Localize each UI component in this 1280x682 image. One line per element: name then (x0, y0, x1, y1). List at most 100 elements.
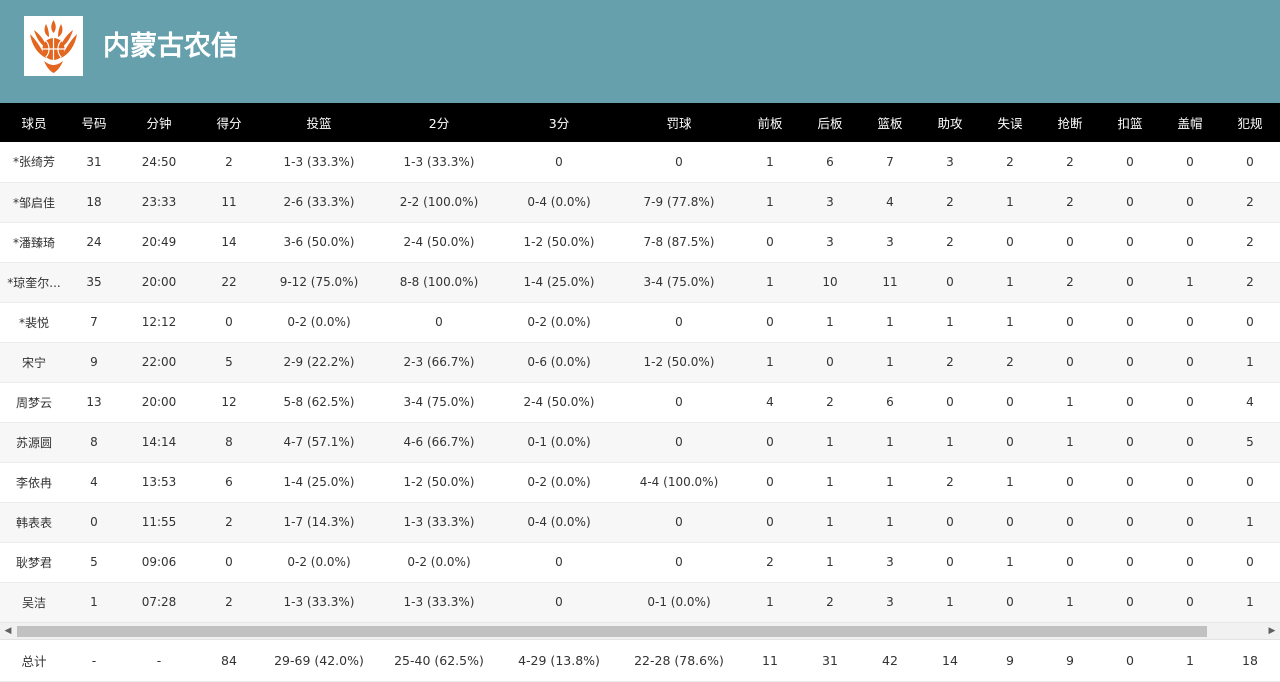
stat-cell: 1 (886, 315, 894, 329)
stat-cell: 0 (1066, 355, 1074, 369)
column-header[interactable]: 得分 (216, 116, 242, 131)
totals-stat-cell: 9 (1066, 652, 1074, 668)
stat-cell: 23:33 (141, 195, 177, 209)
scroll-left-arrow-icon[interactable]: ◀ (4, 626, 12, 636)
column-header[interactable]: 篮板 (877, 116, 903, 131)
column-header[interactable]: 助攻 (937, 116, 963, 131)
stat-cell: 1 (1246, 355, 1254, 369)
horizontal-scrollbar[interactable]: ◀ ▶ (0, 622, 1280, 639)
stat-cell: 0 (1186, 555, 1194, 569)
stat-cell: 24:50 (141, 154, 177, 169)
stat-cell: 1 (826, 475, 834, 489)
table-row: *潘臻琦 24 20:49 14 3-6 (50.0%) 2-4 (50.0%) 1-2 (… (0, 222, 1280, 262)
column-header[interactable]: 盖帽 (1177, 116, 1203, 131)
stat-cell: 1-3 (33.3%) (403, 515, 475, 529)
scroll-right-arrow-icon[interactable]: ▶ (1268, 626, 1276, 636)
stat-cell: 7-8 (87.5%) (643, 235, 715, 249)
player-name-cell[interactable]: 吴洁 (21, 595, 46, 610)
stat-cell: 0 (1186, 595, 1194, 609)
stat-cell: 0 (1126, 475, 1134, 489)
stat-cell: 1 (886, 515, 894, 529)
stat-cell: 1-3 (33.3%) (283, 595, 355, 609)
stat-cell: 7 (886, 154, 894, 169)
table-row: 吴洁 1 07:28 2 1-3 (33.3%) 1-3 (33.3%) 0 0-1 (0.0… (0, 582, 1280, 622)
player-name-cell[interactable]: *张绮芳 (12, 155, 55, 170)
stat-cell: 4 (90, 475, 98, 489)
stat-cell: 0 (1006, 435, 1014, 449)
totals-stat-cell: 29-69 (42.0%) (274, 652, 364, 668)
stat-cell: 1 (1246, 595, 1254, 609)
stat-cell: 1 (1006, 315, 1014, 329)
player-name-cell[interactable]: *裴悦 (18, 315, 49, 330)
player-name-cell[interactable]: 耿梦君 (15, 555, 52, 570)
totals-stat-cell: 22-28 (78.6%) (634, 652, 724, 668)
column-header[interactable]: 后板 (817, 116, 843, 131)
column-header[interactable]: 扣篮 (1117, 116, 1143, 131)
stat-cell: 1 (946, 595, 954, 609)
stat-cell: 0 (1246, 315, 1254, 329)
stat-cell: 7-9 (77.8%) (643, 195, 715, 209)
stat-cell: 0 (675, 315, 683, 329)
stat-cell: 2 (225, 515, 233, 529)
column-header[interactable]: 2分 (428, 116, 450, 131)
column-header[interactable]: 号码 (81, 116, 107, 131)
stat-cell: 1-2 (50.0%) (523, 235, 595, 249)
column-header[interactable]: 失误 (997, 116, 1023, 131)
stat-cell: 1 (1246, 515, 1254, 529)
team-name: 内蒙古农信 (103, 31, 238, 62)
totals-stat-cell: 18 (1242, 652, 1258, 668)
stat-cell: 0 (946, 275, 954, 289)
stat-cell: 1 (90, 595, 98, 609)
column-header[interactable]: 抢断 (1057, 116, 1083, 131)
stat-cell: 0-1 (0.0%) (527, 435, 591, 449)
stat-cell: 0 (1066, 555, 1074, 569)
stat-cell: 8 (225, 435, 233, 449)
column-header[interactable]: 3分 (548, 116, 570, 131)
player-name-cell[interactable]: 李依冉 (15, 475, 52, 490)
stat-cell: 2-2 (100.0%) (399, 195, 479, 209)
stat-cell: 1 (766, 154, 774, 169)
stat-cell: 2 (1066, 275, 1074, 289)
stat-cell: 0 (555, 555, 563, 569)
scrollbar-thumb[interactable] (17, 626, 1207, 637)
player-name-cell[interactable]: 周梦云 (15, 395, 52, 410)
stat-cell: 0 (946, 555, 954, 569)
column-header[interactable]: 分钟 (146, 116, 172, 131)
stat-cell: 2 (826, 595, 834, 609)
stat-cell: 5 (1246, 435, 1254, 449)
stat-cell: 0 (1186, 395, 1194, 409)
stat-cell: 0-1 (0.0%) (647, 595, 711, 609)
totals-stat-cell: 31 (822, 652, 838, 668)
box-score-table: 球员 号码 分钟 得分 投篮 2分 3分 罚球 前板 后板 篮板 助攻 失误 抢断 扣篮 盖帽 犯规 *张绮芳 3… (0, 103, 1280, 623)
player-name-cell[interactable]: *潘臻琦 (12, 235, 55, 250)
stat-cell: 1 (826, 435, 834, 449)
player-name-cell[interactable]: *琼奎尔... (7, 275, 61, 290)
stat-cell: 0 (1186, 475, 1194, 489)
column-header[interactable]: 投篮 (306, 116, 332, 131)
stat-cell: 0-4 (0.0%) (527, 515, 591, 529)
stat-cell: 0 (1186, 154, 1194, 169)
stat-cell: 1 (886, 435, 894, 449)
player-name-cell[interactable]: *邹启佳 (12, 195, 55, 210)
column-header[interactable]: 球员 (21, 116, 47, 131)
column-header[interactable]: 罚球 (666, 116, 692, 131)
stat-cell: 1-3 (33.3%) (403, 595, 475, 609)
player-name-cell[interactable]: 苏源圆 (15, 435, 52, 450)
stat-cell: 0 (1126, 235, 1134, 249)
stat-cell: 0-6 (0.0%) (527, 355, 591, 369)
column-header[interactable]: 犯规 (1237, 116, 1263, 131)
column-header[interactable]: 前板 (757, 116, 783, 131)
stat-cell: 1-4 (25.0%) (283, 475, 355, 489)
stat-cell: 24 (86, 235, 102, 249)
totals-stat-cell: 42 (882, 652, 898, 668)
player-name-cell[interactable]: 韩表表 (15, 515, 52, 530)
totals-table: 总计 - - 84 29-69 (42.0%) 25-40 (62.5%) 4-29 (13… (0, 640, 1280, 682)
stat-cell: 2 (1066, 154, 1074, 169)
team-logo (24, 16, 83, 76)
player-name-cell[interactable]: 宋宁 (21, 355, 46, 370)
stat-cell: 0 (1126, 515, 1134, 529)
table-row: *裴悦 7 12:12 0 0-2 (0.0%) 0 0-2 (0.0%) 0 0 1 1 1 1 0 0 0… (0, 302, 1280, 342)
stat-cell: 2 (225, 154, 233, 169)
stat-cell: 18 (86, 195, 102, 209)
stat-cell: 0 (225, 555, 233, 569)
